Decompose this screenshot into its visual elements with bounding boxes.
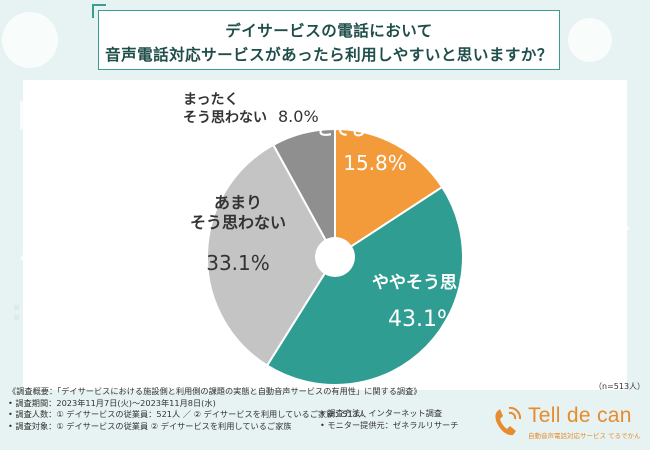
phone-icon (495, 406, 522, 436)
logo-tagline: 自動音声電話対応サービス てるでかん (528, 432, 641, 440)
footer-line: • 調査方法：インターネット調査 (320, 408, 443, 418)
logo-wordmark: Tell de can (528, 404, 632, 427)
slice-label: あまり (214, 193, 262, 212)
slice-label: まったく (183, 92, 238, 108)
chart-title-line-2: 音声電話対応サービスがあったら利用しやすいと思いますか？ (105, 46, 553, 64)
slice-label: ややそう思う (372, 273, 474, 293)
sample-size-note: （n=513人） (594, 382, 646, 391)
slice-label-group: とてもそう思う 15.8% (316, 120, 433, 175)
footer-line: 《調査概要：「デイサービスにおける施設側と利用側の課題の実態と自動音声サービスの… (8, 386, 422, 396)
pie-slice (265, 185, 464, 386)
title-box: デイサービスの電話において 音声電話対応サービスがあったら利用しやすいと思います… (98, 10, 560, 70)
pie-slice (334, 127, 444, 259)
survey-footer: 《調査概要：「デイサービスにおける施設側と利用側の課題の実態と自動音声サービスの… (8, 386, 478, 432)
title-corner-accent (92, 4, 106, 18)
logo: Tell de can 自動音声電話対応サービス てるでかん (490, 404, 641, 444)
slice-value-label: 15.8% (343, 151, 407, 175)
slice-label: そう思わない (190, 213, 286, 232)
survey-footer-right: • 調査方法：インターネット調査 • モニター提供元：ゼネラルリサーチ (320, 408, 458, 431)
pie-slice (271, 127, 336, 258)
slice-label-group: ややそう思う 43.1% (372, 273, 474, 332)
chart-panel: とてもそう思う 15.8% ややそう思う 43.1% あまり そう思わない 33.1% まった… (23, 80, 627, 390)
chart-title-line-1: デイサービスの電話において (225, 22, 433, 40)
slice-value-label: 33.1% (206, 251, 270, 275)
footer-line: • 調査対象：① デイサービスの従業員 ② デイサービスを利用しているご家族 (8, 420, 292, 431)
pie-chart: とてもそう思う15.8%ややそう思う43.1%あまりそう思わない33.1%まった… (183, 92, 474, 386)
footer-line: • 調査人数：① デイサービスの従業員：521人 ／ ② デイサービスを利用して… (8, 409, 367, 419)
pie-center-hole (315, 237, 355, 277)
slice-label: そう思わない (183, 110, 267, 126)
slice-label: とてもそう思う (316, 120, 433, 140)
footer-line: • モニター提供元：ゼネラルリサーチ (320, 419, 459, 430)
footer-line: • 調査期間：2023年11月7日(火)～2023年11月8日(水) (8, 397, 216, 408)
slice-value-label: 8.0% (278, 107, 319, 126)
slice-value-label: 43.1% (388, 307, 458, 332)
